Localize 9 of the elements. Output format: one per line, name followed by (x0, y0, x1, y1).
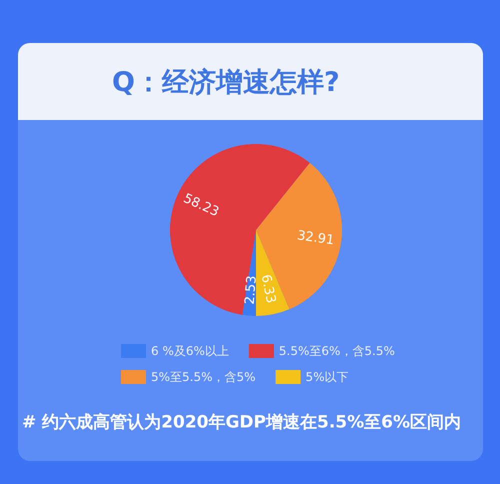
data-label: 6.33 (258, 273, 278, 305)
chart-title: Q：经济增速怎样? (112, 67, 340, 98)
data-label: 2.53 (242, 274, 260, 306)
text: # 约六成高管认为2020年GDP增速在5.5%至6%区间内 (22, 412, 462, 432)
data-label: 32.91 (296, 228, 336, 248)
legend-label: 5.5%至6%，含5.5% (278, 344, 395, 358)
legend-label: 6 %及6%以上 (151, 344, 229, 358)
legend-label: 5%以下 (306, 370, 349, 384)
legend-label: 5%至5.5%，含5% (151, 370, 256, 384)
